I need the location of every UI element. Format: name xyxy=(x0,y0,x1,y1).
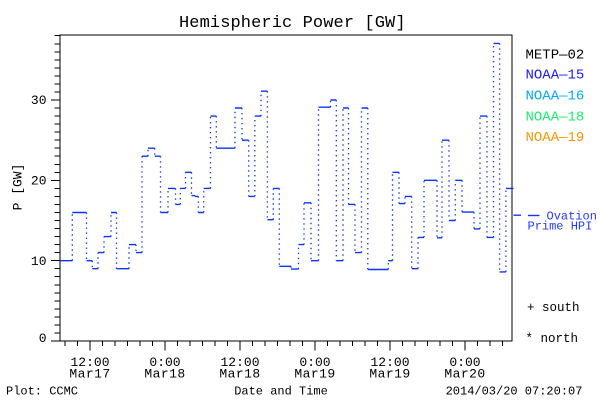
svg-text:Mar19: Mar19 xyxy=(369,367,410,382)
svg-text:Prime HPI: Prime HPI xyxy=(528,220,593,234)
svg-text:Date and Time: Date and Time xyxy=(234,385,328,399)
svg-text:Ovation: Ovation xyxy=(547,209,597,223)
svg-text:12:00: 12:00 xyxy=(70,355,109,370)
svg-text:12:00: 12:00 xyxy=(220,355,259,370)
svg-text:P [GW]: P [GW] xyxy=(10,164,25,211)
svg-text:12:00: 12:00 xyxy=(370,355,409,370)
svg-text:Mar19: Mar19 xyxy=(294,367,335,382)
svg-text:* north: * north xyxy=(526,332,579,346)
svg-text:NOAA—19: NOAA—19 xyxy=(526,130,585,146)
svg-text:2014/03/20 07:20:07: 2014/03/20 07:20:07 xyxy=(446,385,583,399)
svg-text:Plot: CCMC: Plot: CCMC xyxy=(6,385,78,399)
svg-text:Hemispheric Power [GW]: Hemispheric Power [GW] xyxy=(179,14,406,33)
svg-text:0:00: 0:00 xyxy=(299,355,330,370)
svg-text:NOAA—15: NOAA—15 xyxy=(526,67,585,83)
svg-text:0:00: 0:00 xyxy=(449,355,480,370)
svg-text:Mar20: Mar20 xyxy=(444,367,485,382)
svg-text:10: 10 xyxy=(31,254,47,269)
svg-text:METP—02: METP—02 xyxy=(526,48,585,64)
svg-text:0:00: 0:00 xyxy=(149,355,180,370)
svg-text:NOAA—18: NOAA—18 xyxy=(526,109,585,125)
svg-text:Mar18: Mar18 xyxy=(144,367,185,382)
svg-text:30: 30 xyxy=(31,93,47,108)
svg-text:0: 0 xyxy=(39,331,47,346)
svg-text:+ south: + south xyxy=(527,301,580,315)
svg-text:Mar17: Mar17 xyxy=(69,367,110,382)
svg-text:Mar18: Mar18 xyxy=(219,367,260,382)
svg-text:NOAA—16: NOAA—16 xyxy=(526,88,585,104)
svg-text:20: 20 xyxy=(31,173,47,188)
